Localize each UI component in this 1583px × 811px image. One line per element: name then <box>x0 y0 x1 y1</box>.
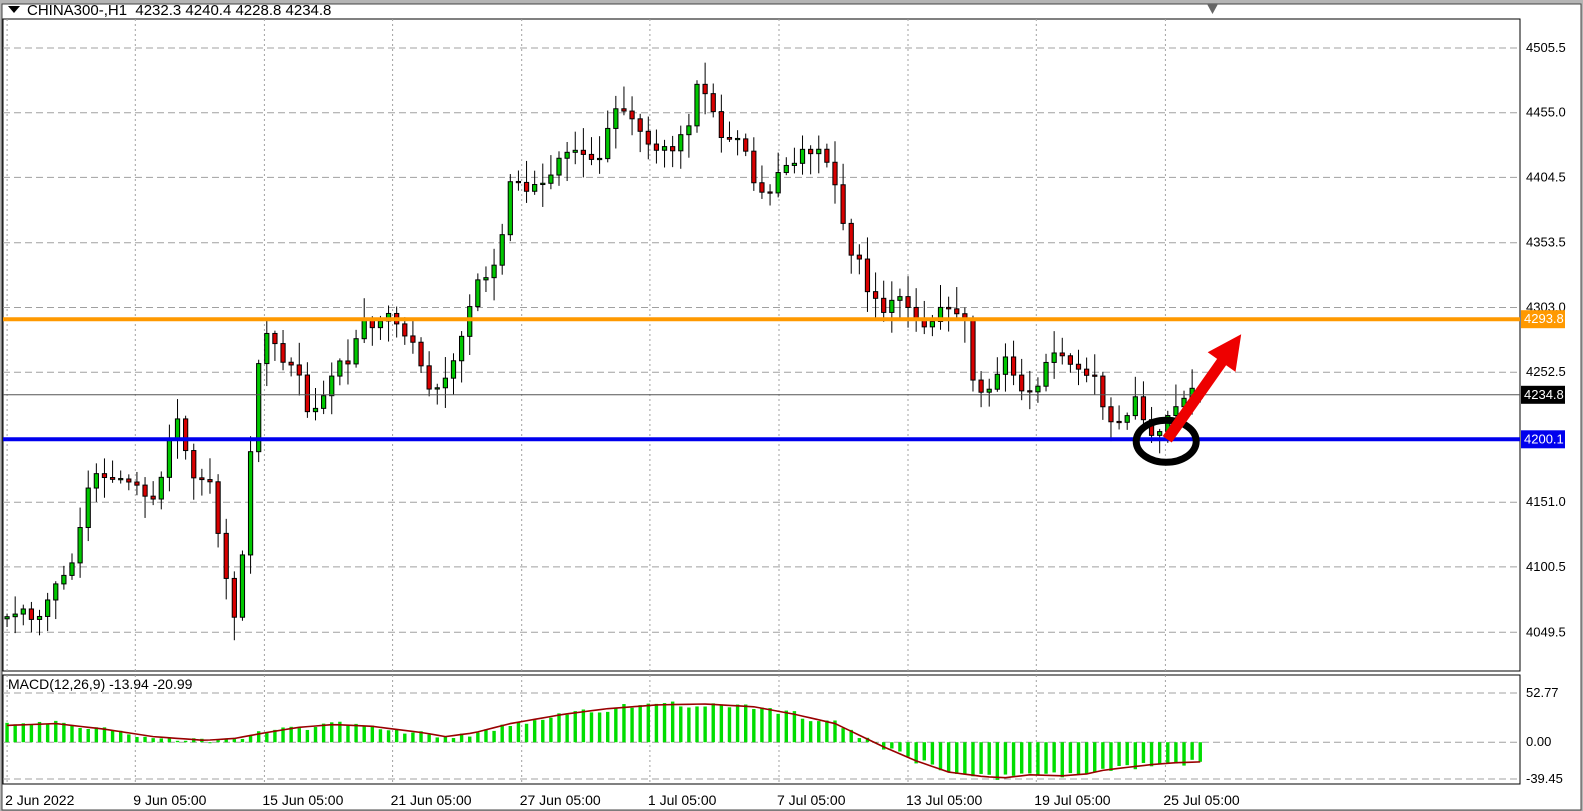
svg-text:15 Jun 05:00: 15 Jun 05:00 <box>262 792 343 808</box>
svg-text:1 Jul 05:00: 1 Jul 05:00 <box>648 792 717 808</box>
svg-text:4049.5: 4049.5 <box>1526 624 1566 639</box>
svg-text:4455.0: 4455.0 <box>1526 105 1566 120</box>
svg-text:4151.0: 4151.0 <box>1526 494 1566 509</box>
svg-text:4200.1: 4200.1 <box>1524 431 1564 446</box>
svg-text:4404.5: 4404.5 <box>1526 169 1566 184</box>
svg-text:27 Jun 05:00: 27 Jun 05:00 <box>520 792 601 808</box>
svg-text:MACD(12,26,9) -13.94 -20.99: MACD(12,26,9) -13.94 -20.99 <box>8 676 193 692</box>
svg-text:25 Jul 05:00: 25 Jul 05:00 <box>1163 792 1239 808</box>
svg-text:0.00: 0.00 <box>1526 734 1551 749</box>
svg-text:52.77: 52.77 <box>1526 685 1559 700</box>
svg-text:-39.45: -39.45 <box>1526 771 1563 786</box>
svg-text:CHINA300-,H1 4232.3 4240.4 42: CHINA300-,H1 4232.3 4240.4 4228.8 4234.8 <box>27 2 331 19</box>
svg-text:7 Jul 05:00: 7 Jul 05:00 <box>777 792 846 808</box>
svg-text:4353.5: 4353.5 <box>1526 235 1566 250</box>
svg-text:4505.5: 4505.5 <box>1526 40 1566 55</box>
svg-text:13 Jul 05:00: 13 Jul 05:00 <box>906 792 982 808</box>
svg-text:9 Jun 05:00: 9 Jun 05:00 <box>133 792 206 808</box>
svg-text:21 Jun 05:00: 21 Jun 05:00 <box>391 792 472 808</box>
svg-text:4252.5: 4252.5 <box>1526 364 1566 379</box>
svg-text:4293.8: 4293.8 <box>1524 311 1564 326</box>
svg-text:2 Jun 2022: 2 Jun 2022 <box>5 792 74 808</box>
svg-text:19 Jul 05:00: 19 Jul 05:00 <box>1034 792 1110 808</box>
svg-text:4234.8: 4234.8 <box>1524 387 1564 402</box>
svg-text:4100.5: 4100.5 <box>1526 559 1566 574</box>
